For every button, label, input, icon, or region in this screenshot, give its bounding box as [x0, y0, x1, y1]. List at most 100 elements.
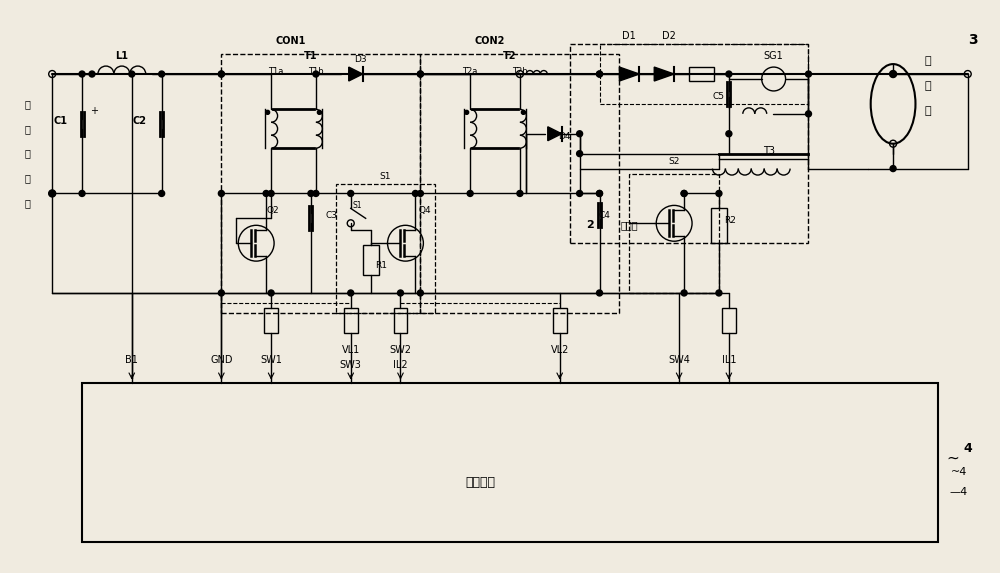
- Text: GND: GND: [210, 355, 233, 364]
- Text: T2b: T2b: [512, 67, 528, 76]
- Text: T2a: T2a: [462, 67, 478, 76]
- Text: 池: 池: [24, 148, 30, 159]
- Circle shape: [89, 71, 95, 77]
- Circle shape: [159, 190, 165, 197]
- Circle shape: [597, 71, 603, 77]
- Text: 连: 连: [24, 174, 30, 183]
- Circle shape: [597, 190, 603, 197]
- Circle shape: [577, 151, 583, 156]
- Circle shape: [268, 290, 274, 296]
- Bar: [420, 54, 619, 313]
- Text: C2: C2: [133, 116, 147, 126]
- Text: D3: D3: [354, 55, 367, 64]
- Text: +: +: [90, 106, 98, 116]
- Text: SG1: SG1: [764, 51, 784, 61]
- Text: SW1: SW1: [260, 355, 282, 364]
- Text: —4: —4: [949, 487, 968, 497]
- Circle shape: [890, 71, 896, 77]
- Bar: [344, 308, 358, 333]
- Text: S2: S2: [668, 156, 680, 166]
- Text: R1: R1: [376, 261, 388, 270]
- Text: T1a: T1a: [268, 67, 284, 76]
- Text: ~: ~: [946, 450, 959, 465]
- Text: C1: C1: [53, 116, 67, 126]
- Circle shape: [417, 71, 423, 77]
- Circle shape: [79, 71, 85, 77]
- Text: R2: R2: [724, 217, 736, 225]
- Polygon shape: [349, 67, 363, 81]
- Text: SW4: SW4: [668, 355, 690, 364]
- Bar: [722, 308, 736, 333]
- Circle shape: [577, 190, 583, 197]
- Bar: [264, 308, 278, 333]
- Bar: [363, 245, 379, 275]
- Circle shape: [597, 290, 603, 296]
- Text: B1: B1: [125, 355, 138, 364]
- Text: C4: C4: [599, 211, 610, 221]
- Bar: [82, 383, 938, 541]
- Text: CON2: CON2: [475, 36, 505, 46]
- Text: D1: D1: [622, 31, 636, 41]
- Text: T1: T1: [304, 51, 318, 61]
- Circle shape: [577, 131, 583, 137]
- Circle shape: [890, 166, 896, 171]
- Circle shape: [159, 71, 165, 77]
- Text: L1: L1: [115, 51, 128, 61]
- Circle shape: [726, 71, 732, 77]
- Circle shape: [308, 190, 314, 197]
- Bar: [600, 44, 808, 104]
- Circle shape: [218, 71, 224, 77]
- Circle shape: [681, 290, 687, 296]
- Circle shape: [716, 190, 722, 197]
- Text: IL1: IL1: [722, 355, 736, 364]
- Bar: [629, 174, 719, 293]
- Text: 接: 接: [24, 198, 30, 209]
- Text: SW3: SW3: [340, 360, 362, 370]
- Text: 2: 2: [586, 220, 593, 230]
- Text: T3: T3: [763, 146, 775, 156]
- Circle shape: [467, 190, 473, 197]
- Text: IL2: IL2: [393, 360, 408, 370]
- Circle shape: [397, 290, 403, 296]
- Text: D2: D2: [662, 31, 676, 41]
- Polygon shape: [548, 127, 562, 141]
- Bar: [570, 44, 808, 243]
- Text: 放: 放: [925, 56, 931, 66]
- Text: C3: C3: [326, 211, 338, 221]
- Bar: [221, 54, 420, 313]
- Circle shape: [266, 111, 270, 115]
- Text: D4: D4: [558, 132, 571, 141]
- Text: 4: 4: [963, 442, 972, 455]
- Circle shape: [521, 111, 525, 115]
- Circle shape: [263, 190, 269, 197]
- Text: 灯: 灯: [925, 106, 931, 116]
- Text: VL1: VL1: [342, 345, 360, 355]
- Circle shape: [218, 290, 224, 296]
- Bar: [553, 308, 567, 333]
- Circle shape: [218, 190, 224, 197]
- Bar: [394, 308, 407, 333]
- Polygon shape: [619, 67, 639, 81]
- Circle shape: [313, 190, 319, 197]
- Circle shape: [681, 190, 687, 197]
- Text: S1: S1: [380, 171, 391, 180]
- Circle shape: [597, 71, 603, 77]
- Circle shape: [681, 190, 687, 197]
- Circle shape: [317, 111, 321, 115]
- Text: 3: 3: [968, 33, 978, 47]
- Text: 电: 电: [24, 124, 30, 134]
- Text: T1b: T1b: [308, 67, 324, 76]
- Text: C5: C5: [713, 92, 725, 101]
- Text: Q4: Q4: [418, 206, 431, 215]
- Circle shape: [465, 111, 469, 115]
- Circle shape: [417, 290, 423, 296]
- Circle shape: [49, 190, 55, 197]
- Text: VL2: VL2: [551, 345, 569, 355]
- Text: 控制电路: 控制电路: [465, 476, 495, 489]
- Circle shape: [129, 71, 135, 77]
- Circle shape: [806, 71, 811, 77]
- Bar: [711, 209, 727, 243]
- Text: S1: S1: [353, 201, 362, 210]
- Circle shape: [348, 290, 354, 296]
- Circle shape: [412, 190, 418, 197]
